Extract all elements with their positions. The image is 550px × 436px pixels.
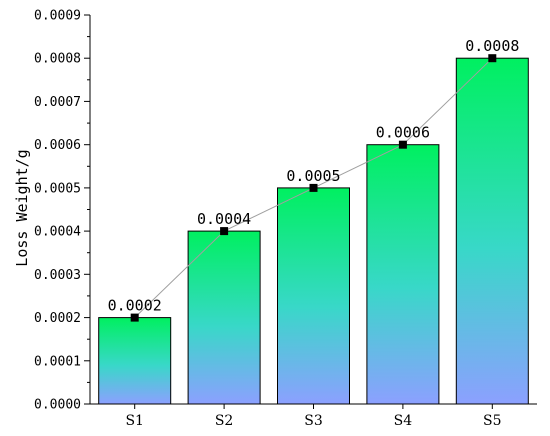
x-tick-label-s1: S1 [125,413,144,429]
y-axis-title: Loss Weight/g [13,149,31,266]
y-tick-label: 0.0008 [34,52,81,67]
x-tick-label-s4: S4 [394,413,413,429]
data-label-s5: 0.0008 [465,37,519,55]
data-label-s2: 0.0004 [197,210,251,228]
y-tick-label: 0.0009 [34,9,81,24]
bar-s2 [187,230,261,405]
y-axis: 0.0000 0.0001 0.0002 0.0003 0.0004 0.0005 0.00… [34,9,91,413]
bar-s4 [366,144,440,405]
data-label-s1: 0.0002 [108,297,162,315]
data-labels-layer: 0.0002 0.0004 0.0005 0.0006 0.0008 [108,37,520,314]
y-tick-label: 0.0004 [34,225,81,240]
x-tick-label-s2: S2 [215,413,234,429]
point-marker-s5 [488,54,497,63]
x-tick-label-s5: S5 [483,413,502,429]
x-axis: S1 S2 S3 S4 S5 [90,403,537,429]
y-tick-label: 0.0001 [34,354,81,369]
y-tick-label: 0.0005 [34,181,81,196]
point-marker-s2 [220,227,229,236]
y-tick-label: 0.0007 [34,95,81,110]
y-tick-label: 0.0002 [34,311,81,326]
bar-s1 [98,317,172,405]
overlay-line-layer [130,54,497,322]
x-tick-label-s3: S3 [304,413,323,429]
point-marker-s4 [398,140,407,149]
point-marker-s3 [309,183,318,192]
bar-s3 [277,187,350,405]
y-tick-label: 0.0000 [34,398,81,413]
bars-layer [98,57,529,405]
y-tick-label: 0.0003 [34,268,81,283]
point-marker-s1 [130,313,139,322]
data-label-s4: 0.0006 [376,124,430,142]
y-tick-label: 0.0006 [34,138,81,153]
bar-s5 [455,57,529,405]
data-label-s3: 0.0005 [286,167,340,185]
